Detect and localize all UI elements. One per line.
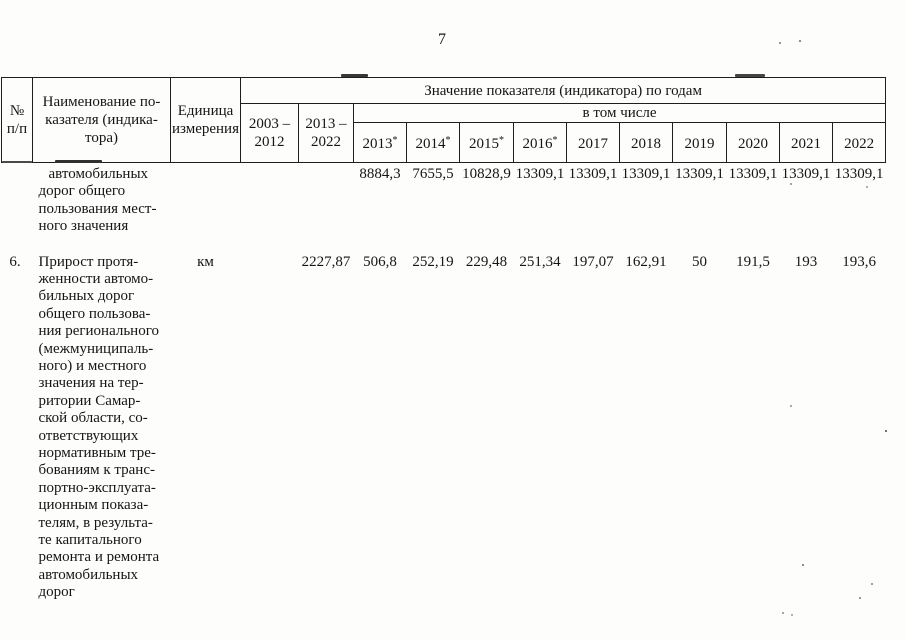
row-value-2013: 8884,3 bbox=[359, 166, 401, 182]
scan-artifact bbox=[2, 161, 32, 163]
col-header-including: в том числе bbox=[352, 103, 887, 123]
col-header-year-2021: 2021 bbox=[779, 122, 833, 163]
footnote-star: * bbox=[552, 135, 558, 146]
footnote-star: * bbox=[445, 135, 451, 146]
row-value-2015: 10828,9 bbox=[462, 166, 511, 182]
page-number: 7 bbox=[438, 31, 446, 48]
row-unit bbox=[171, 163, 241, 251]
col-header-2003-2012: 2003 – 2012 bbox=[240, 103, 299, 163]
col-header-2013-2022: 2013 – 2022 bbox=[298, 103, 354, 163]
row-value-2003-2012 bbox=[241, 251, 299, 602]
scan-noise-specks bbox=[0, 0, 2, 2]
col-header-year-2020: 2020 bbox=[726, 122, 780, 163]
row-indicator-name: автомобильных дорог общего пользования м… bbox=[38, 166, 157, 235]
col-header-year-2018: 2018 bbox=[619, 122, 673, 163]
row-value-2003-2012 bbox=[241, 163, 299, 251]
col-header-values-title: Значение показателя (индикатора) по года… bbox=[239, 77, 887, 104]
col-header-year-2013: 2013* bbox=[353, 122, 407, 163]
row-value-2018: 162,91 bbox=[625, 253, 667, 270]
table-row-6: 6. Прирост протя- женности автомо- бильн… bbox=[2, 251, 886, 602]
row-value-2020: 191,5 bbox=[736, 253, 770, 270]
row-value-2017: 13309,1 bbox=[568, 166, 618, 182]
footnote-star: * bbox=[499, 135, 504, 146]
row-value-2022: 13309,1 bbox=[834, 166, 884, 182]
col-header-indicator-name: Наименование по- казателя (индика- тора) bbox=[32, 77, 171, 163]
row-indicator-name: Прирост протя- женности автомо- бильных … bbox=[38, 253, 160, 601]
row-value-2021: 13309,1 bbox=[781, 166, 831, 182]
header-row-top: № п/п Наименование по- казателя (индика-… bbox=[1, 77, 887, 163]
row-value-2013: 506,8 bbox=[363, 253, 397, 270]
row-value-2022: 193,6 bbox=[842, 253, 876, 270]
row-value-2017: 197,07 bbox=[572, 253, 614, 270]
row-value-2014: 7655,5 bbox=[412, 166, 454, 182]
row-value-2019: 13309,1 bbox=[675, 166, 724, 182]
col-header-unit: Единица измерения bbox=[170, 77, 241, 163]
row-value-2013-2022 bbox=[299, 163, 354, 251]
row-value-2013-2022: 2227,87 bbox=[301, 253, 351, 270]
row-value-2014: 252,19 bbox=[412, 253, 454, 270]
col-header-year-2017: 2017 bbox=[566, 122, 620, 163]
col-header-num: № п/п bbox=[1, 77, 33, 163]
row-value-2015: 229,48 bbox=[465, 253, 508, 270]
row-value-2019: 50 bbox=[692, 253, 707, 270]
row-value-2016: 251,34 bbox=[519, 253, 561, 270]
col-header-year-2019: 2019 bbox=[672, 122, 727, 163]
scan-artifact bbox=[735, 74, 765, 77]
col-header-year-2014: 2014* bbox=[406, 122, 460, 163]
row-unit: км bbox=[197, 253, 214, 270]
row-num-cell bbox=[2, 163, 33, 251]
indicators-table: № п/п Наименование по- казателя (индика-… bbox=[1, 77, 887, 602]
scan-artifact bbox=[55, 160, 102, 163]
row-value-2018: 13309,1 bbox=[621, 166, 671, 182]
row-value-2020: 13309,1 bbox=[728, 166, 778, 182]
header-row-middle: 2003 – 2012 2013 – 2022 в том числе bbox=[2, 103, 887, 163]
col-header-year-2016: 2016* bbox=[513, 122, 567, 163]
row-num-cell: 6. bbox=[9, 253, 21, 270]
scan-artifact bbox=[341, 74, 368, 77]
footnote-star: * bbox=[392, 135, 398, 146]
col-header-year-2015: 2015* bbox=[459, 122, 514, 163]
col-header-year-2022: 2022 bbox=[831, 122, 887, 163]
row-value-2021: 193 bbox=[794, 253, 818, 270]
header-row-years: 2013* 2014* 2015* 2016* 2017 2018 2019 2… bbox=[2, 122, 887, 163]
table-row-continued: автомобильных дорог общего пользования м… bbox=[2, 163, 886, 251]
row-value-2016: 13309,1 bbox=[515, 166, 565, 182]
